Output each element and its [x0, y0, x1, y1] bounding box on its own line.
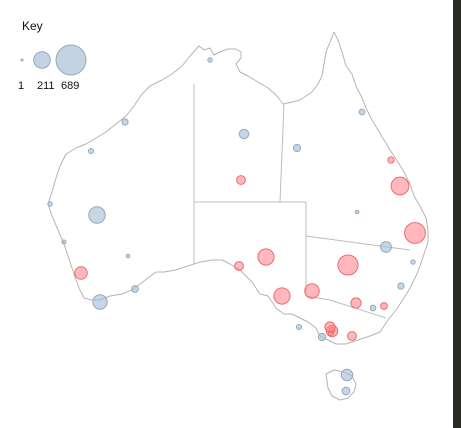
- red-marker: [380, 302, 388, 310]
- red-marker: [273, 287, 291, 305]
- red-marker: [74, 266, 88, 280]
- red-marker: [347, 331, 357, 341]
- red-marker: [390, 176, 410, 196]
- red-marker: [234, 261, 244, 271]
- blue-marker: [410, 259, 416, 265]
- key-label-1: 1: [18, 80, 25, 92]
- window-edge: [453, 0, 461, 428]
- key-circle: [55, 44, 87, 76]
- blue-marker: [397, 282, 405, 290]
- state-borders: [193, 84, 411, 319]
- blue-marker: [121, 118, 129, 126]
- blue-marker: [340, 368, 354, 382]
- blue-marker: [125, 253, 131, 259]
- key-circle: [20, 58, 24, 62]
- coastline: [47, 31, 429, 401]
- blue-marker: [369, 304, 377, 312]
- blue-marker: [131, 285, 139, 293]
- blue-marker: [358, 108, 366, 116]
- red-marker: [257, 248, 275, 266]
- blue-marker: [354, 209, 360, 215]
- red-markers: [74, 156, 426, 341]
- key-legend-circles: [20, 44, 87, 76]
- red-marker: [387, 156, 395, 164]
- key-label-689: 689: [61, 80, 80, 92]
- blue-marker: [292, 143, 302, 153]
- blue-marker: [87, 147, 95, 155]
- red-marker: [337, 254, 359, 276]
- blue-marker: [92, 294, 108, 310]
- red-marker: [236, 175, 246, 185]
- blue-marker: [341, 386, 351, 396]
- blue-marker: [207, 57, 213, 63]
- blue-markers: [47, 57, 416, 396]
- red-marker: [404, 222, 426, 244]
- blue-marker: [238, 128, 250, 140]
- blue-marker: [295, 323, 303, 331]
- key-circle: [33, 51, 51, 69]
- blue-marker: [317, 332, 327, 342]
- blue-marker: [380, 241, 392, 253]
- blue-marker: [61, 239, 67, 245]
- red-marker: [324, 321, 336, 333]
- red-marker: [304, 283, 320, 299]
- blue-marker: [47, 201, 53, 207]
- key-label-211: 211: [37, 80, 55, 92]
- blue-marker: [88, 206, 106, 224]
- key-title: Key: [22, 19, 43, 33]
- red-marker: [350, 297, 362, 309]
